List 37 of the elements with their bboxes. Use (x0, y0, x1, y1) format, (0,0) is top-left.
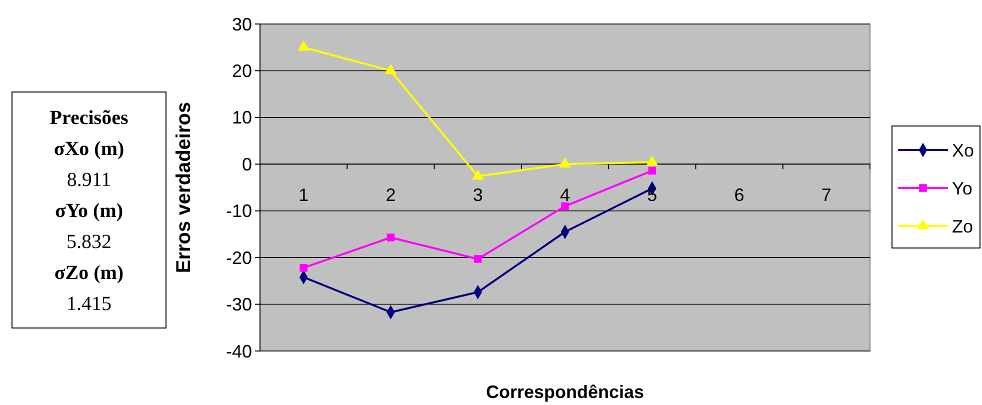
text: 1.415 (66, 293, 112, 315)
point (561, 202, 569, 210)
point (300, 264, 308, 272)
point (646, 155, 658, 166)
y-tick-label: 10 (232, 108, 252, 128)
x-axis-title: Correspondências (486, 382, 644, 402)
legend-label: Xo (952, 140, 974, 160)
point (298, 40, 310, 51)
legend-label: Yo (952, 178, 972, 198)
legend-label: Zo (952, 216, 974, 236)
y-tick-label: 20 (232, 61, 252, 82)
point (559, 157, 571, 168)
text: Precisões (50, 107, 128, 129)
point (386, 234, 395, 242)
x-tick-label: 1 (298, 185, 309, 206)
x-tick-label: 4 (560, 185, 570, 206)
text: 5.832 (66, 231, 112, 253)
text: 8.911 (66, 169, 112, 191)
y-tick-label: -30 (226, 294, 252, 315)
text: σXo (m) (54, 138, 124, 160)
y-axis-title: Erros verdadeiros (173, 102, 195, 274)
point (474, 255, 482, 263)
text: σYo (m) (54, 200, 124, 222)
point (648, 166, 656, 175)
y-tick-label: -40 (226, 341, 252, 362)
point (384, 64, 397, 74)
y-tick-label: -10 (226, 201, 252, 222)
x-tick-label: 7 (821, 185, 832, 206)
y-tick-label: -20 (226, 248, 252, 268)
text: σZo (m) (54, 262, 124, 284)
point (472, 169, 484, 180)
x-tick-label: 6 (734, 185, 744, 206)
y-tick-label: 0 (242, 154, 252, 174)
x-tick-label: 3 (472, 185, 483, 206)
x-tick-label: 5 (647, 185, 658, 206)
x-tick-label: 2 (386, 185, 396, 206)
y-tick-label: 30 (232, 14, 252, 34)
